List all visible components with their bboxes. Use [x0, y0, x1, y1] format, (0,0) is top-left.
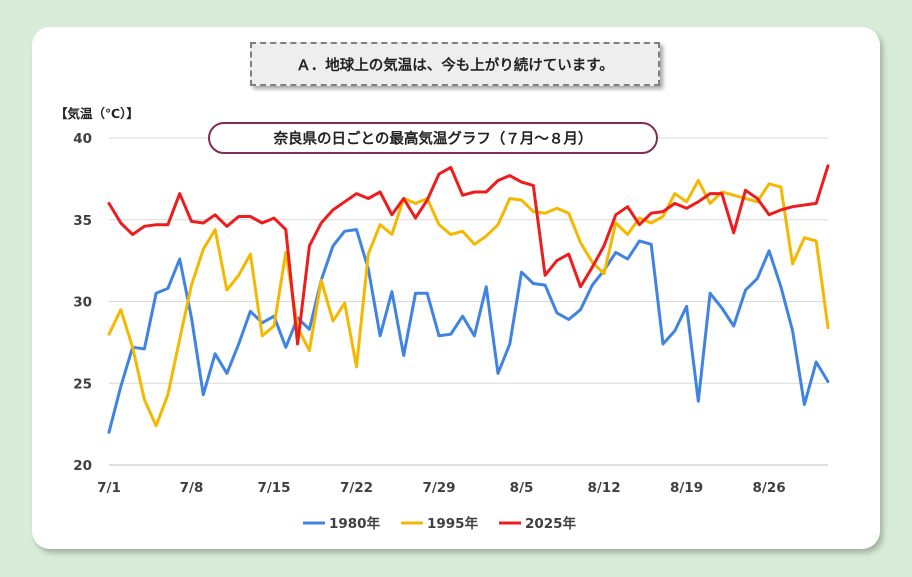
- series-lines: [107, 164, 830, 434]
- chart-card: [32, 27, 880, 549]
- x-tick-label: 7/29: [422, 480, 455, 496]
- y-tick-label: 35: [73, 213, 92, 229]
- series-line-2025年: [107, 164, 830, 346]
- x-tick-label: 7/8: [180, 480, 204, 496]
- series-line-1995年: [107, 179, 830, 428]
- chart-title-box: [208, 122, 658, 154]
- headline-text: Ａ．地球上の気温は、今も上がり続けています。: [296, 57, 614, 74]
- y-tick-label: 30: [73, 295, 92, 311]
- y-axis-ticks: 20 25 30 35 40: [73, 131, 92, 474]
- x-tick-label: 7/22: [340, 480, 373, 496]
- y-tick-label: 40: [73, 131, 92, 147]
- legend-label: 1995年: [427, 515, 479, 532]
- x-tick-label: 7/15: [257, 480, 290, 496]
- y-axis-label: 【気温（℃）】: [55, 106, 139, 121]
- legend-label: 1980年: [329, 515, 381, 532]
- x-axis-ticks: 7/1 7/8 7/15 7/22 7/29 8/5 8/12 8/19 8/26: [97, 480, 785, 496]
- headline-banner: Ａ．地球上の気温は、今も上がり続けています。: [250, 42, 660, 86]
- series-line-1980年: [107, 228, 830, 434]
- chart-title: 奈良県の日ごとの最高気温グラフ（７月～８月）: [273, 130, 593, 148]
- gridlines: [109, 137, 828, 466]
- legend-label: 2025年: [525, 515, 577, 532]
- x-tick-label: 8/19: [670, 480, 703, 496]
- legend: 1980年 1995年 2025年: [303, 515, 577, 532]
- x-tick-label: 8/12: [587, 480, 620, 496]
- y-tick-label: 20: [73, 458, 92, 474]
- y-tick-label: 25: [73, 376, 92, 392]
- x-tick-label: 7/1: [97, 480, 121, 496]
- x-tick-label: 8/26: [753, 480, 786, 496]
- x-tick-label: 8/5: [510, 480, 534, 496]
